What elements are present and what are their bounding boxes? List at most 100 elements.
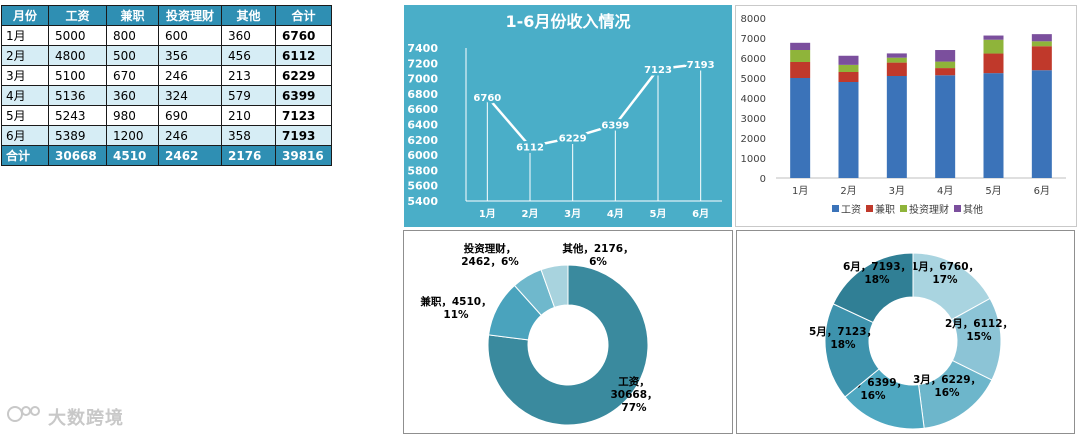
- table-cell: 5100: [48, 65, 107, 86]
- bar-segment: [983, 73, 1004, 178]
- donut-data-label: 工资，: [618, 375, 650, 388]
- donut-data-label: 投资理财，: [464, 242, 517, 255]
- table-header-total: 合计: [275, 5, 332, 26]
- data-label: 6229: [559, 134, 587, 145]
- y-tick-label: 6200: [407, 134, 438, 147]
- data-point: [570, 135, 576, 141]
- brand-logo-icon: [7, 406, 40, 422]
- month-donut-chart: 1月，6760，17%2月，6112，15%3月，6229，16%4月，6399…: [809, 252, 1013, 430]
- table-cell: 2462: [158, 145, 222, 166]
- table-cell: 4800: [48, 45, 107, 66]
- data-point: [527, 144, 533, 150]
- x-tick-label: 4月: [937, 185, 953, 197]
- donut-slice: [540, 264, 569, 308]
- table-cell: 5月: [1, 105, 49, 126]
- bar-segment: [935, 68, 956, 76]
- table-cell: 2月: [1, 45, 49, 66]
- table-cell: 358: [221, 125, 276, 146]
- donut-data-label: 兼职，4510，: [420, 295, 491, 308]
- table-cell: 324: [158, 85, 222, 106]
- y-tick-label: 0: [760, 174, 766, 185]
- table-cell: 579: [221, 85, 276, 106]
- legend-swatch: [832, 205, 839, 212]
- table-cell: 4510: [106, 145, 159, 166]
- x-tick-label: 1月: [479, 208, 496, 220]
- y-tick-label: 8000: [741, 14, 766, 25]
- table-cell: 7193: [275, 125, 332, 146]
- x-tick-label: 4月: [607, 208, 624, 220]
- table-cell: 213: [221, 65, 276, 86]
- donut-data-label: 30668，: [610, 389, 657, 401]
- table-cell: 360: [106, 85, 159, 106]
- legend-label: 工资: [841, 204, 861, 216]
- bar-segment: [1031, 46, 1052, 71]
- y-tick-label: 5000: [741, 74, 766, 85]
- legend-label: 其他: [963, 203, 983, 216]
- table-cell: 6月: [1, 125, 49, 146]
- table-cell: 800: [106, 25, 159, 46]
- y-tick-label: 5800: [407, 164, 438, 177]
- table-cell: 5389: [48, 125, 107, 146]
- donut-slice: [487, 264, 649, 426]
- y-tick-label: 4000: [741, 94, 766, 105]
- category-donut-chart: 工资，30668，77% 兼职，4510，11% 投资理财，2462，6% 其他，21…: [420, 242, 658, 426]
- table-cell: 39816: [275, 145, 332, 166]
- bar-segment: [838, 64, 859, 72]
- bar-segment: [838, 82, 859, 178]
- data-point: [484, 94, 490, 100]
- chart-title: 1-6月份收入情况: [506, 12, 631, 31]
- legend-swatch: [900, 205, 907, 212]
- table-cell: 2176: [221, 145, 276, 166]
- table-row: 1月 5000 800 600 360 6760: [1, 25, 332, 46]
- table-cell: 6399: [275, 85, 332, 106]
- donut-data-label: 2462，6%: [461, 256, 519, 268]
- bar-segment: [983, 35, 1004, 40]
- y-tick-label: 7000: [407, 73, 438, 86]
- table-cell: 6112: [275, 45, 332, 66]
- table-cell: 980: [106, 105, 159, 126]
- table-header-row: 月份 工资 兼职 投资理财 其他 合计: [1, 5, 332, 26]
- y-tick-label: 5600: [407, 180, 438, 193]
- series-line: [486, 62, 701, 148]
- month-donut-panel: 1月，6760， 17% 2月，6112， 15% 3月，6229， 16% 4月，6399…: [736, 230, 1075, 434]
- y-tick-label: 3000: [741, 114, 766, 125]
- donut-data-label: 77%: [621, 402, 647, 414]
- x-tick-label: 3月: [564, 208, 581, 220]
- table-header-other: 其他: [221, 5, 276, 26]
- table-cell: 7123: [275, 105, 332, 126]
- donut-data-label: 18%: [864, 274, 890, 286]
- bar-segment: [790, 62, 811, 78]
- donut-data-label: 16%: [934, 387, 960, 399]
- y-tick-label: 7200: [407, 57, 438, 70]
- data-point: [655, 66, 661, 72]
- stacked-bar-chart-panel: 0 1000 2000 3000 4000 5000 6000 7000 8000 1月 2月 3月 4…: [735, 5, 1077, 227]
- donut-data-label: 其他，2176，: [562, 242, 633, 255]
- table-cell: 690: [158, 105, 222, 126]
- data-label: 6112: [516, 143, 544, 154]
- bar-segment: [983, 39, 1004, 54]
- table-cell: 1200: [106, 125, 159, 146]
- data-label: 7193: [687, 60, 715, 71]
- y-tick-label: 1000: [741, 154, 766, 165]
- bar-segment: [838, 55, 859, 65]
- data-label: 6399: [601, 121, 629, 132]
- table-cell: 5000: [48, 25, 107, 46]
- x-tick-label: 6月: [692, 208, 709, 220]
- table-row: 4月 5136 360 324 579 6399: [1, 85, 332, 106]
- table-cell: 670: [106, 65, 159, 86]
- watermark-text: 大数跨境: [48, 408, 124, 429]
- table-cell: 6229: [275, 65, 332, 86]
- table-cell: 3月: [1, 65, 49, 86]
- x-tick-label: 5月: [985, 185, 1001, 197]
- y-tick-label: 6400: [407, 119, 438, 132]
- income-table: 月份 工资 兼职 投资理财 其他 合计 1月 5000 800 600 360 …: [1, 5, 332, 166]
- table-cell: 1月: [1, 25, 49, 46]
- y-tick-label: 5400: [407, 195, 438, 208]
- table-cell: 500: [106, 45, 159, 66]
- table-header-month: 月份: [1, 5, 49, 26]
- donut-data-label: 17%: [932, 274, 958, 286]
- bar-segment: [886, 62, 907, 76]
- bar-segment: [790, 42, 811, 50]
- category-donut-panel: 工资， 30668， 77% 兼职，4510， 11% 投资理财， 2462，6% 其他，21…: [403, 230, 733, 434]
- donut-data-label: 16%: [860, 390, 886, 402]
